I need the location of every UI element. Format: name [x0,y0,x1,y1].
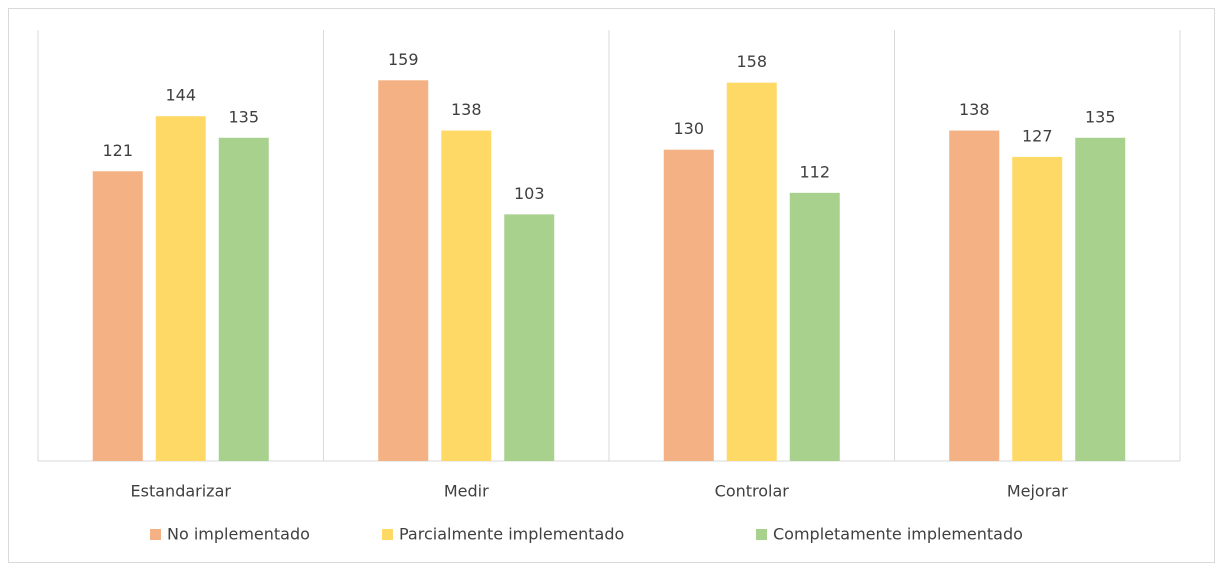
data-label: 144 [165,86,196,105]
x-tick-label: Mejorar [1007,482,1068,501]
data-label: 135 [1085,107,1116,126]
bar [949,130,1000,462]
legend-label: Completamente implementado [773,525,1023,544]
data-label: 121 [102,141,133,160]
bar [92,171,143,461]
x-tick-label: Controlar [715,482,790,501]
bar [218,137,269,461]
data-label: 159 [388,50,419,69]
legend-label: No implementado [167,525,310,544]
bar [441,130,492,462]
bar [726,82,777,461]
bar [789,192,840,462]
bar [1012,156,1063,461]
data-label: 158 [736,52,767,71]
x-tick-label: Estandarizar [131,482,232,501]
data-label: 112 [799,162,830,181]
bar [1075,137,1126,461]
legend-swatch [756,529,767,540]
legend-swatch [150,529,161,540]
legend-swatch [382,529,393,540]
data-label: 138 [959,100,990,119]
data-label: 138 [451,100,482,119]
x-tick-label: Medir [444,482,489,501]
data-label: 130 [673,119,704,138]
bar [378,80,429,462]
bar [504,214,555,461]
bar [663,149,714,461]
data-label: 103 [514,184,545,203]
legend-label: Parcialmente implementado [399,525,624,544]
data-label: 127 [1022,126,1053,145]
data-label: 135 [228,107,259,126]
bar [155,116,206,461]
